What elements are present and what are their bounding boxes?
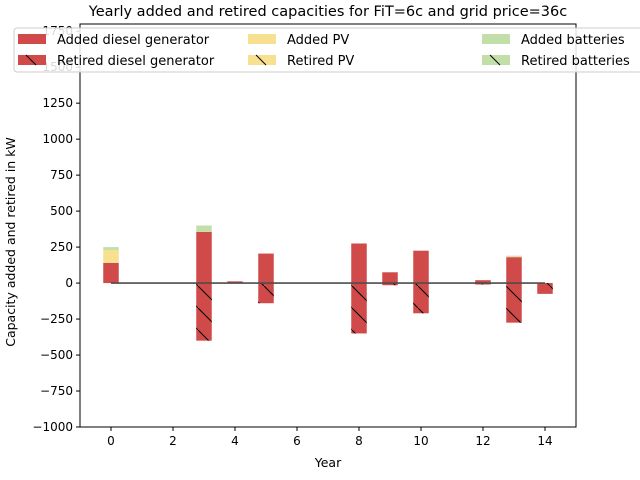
axes-group: 0 2 4 6 8 10 12 14 −1000 −750 −500 −250 0 250 500 750 10… <box>32 23 577 448</box>
x-tick-label-12: 12 <box>475 434 490 448</box>
hatch-retired-diesel-generator-year-3 <box>196 283 212 341</box>
bar-added-diesel-generator-year-8 <box>351 243 367 284</box>
legend-hatch-retired-diesel-generator <box>25 54 37 66</box>
legend-swatch-added-diesel-generator <box>18 34 46 44</box>
bar-added-diesel-generator-year-13 <box>506 257 522 284</box>
legend-label-retired-batteries: Retired batteries <box>521 54 630 69</box>
x-tick-label-14: 14 <box>537 434 552 448</box>
y-tick-label-750: 750 <box>50 168 73 182</box>
x-tick-label-6: 6 <box>293 434 301 448</box>
bar-added-batteries-year-3 <box>196 225 212 232</box>
plot-frame <box>79 23 577 428</box>
legend-label-added-diesel-generator: Added diesel generator <box>57 33 210 48</box>
hatch-retired-diesel-generator-year-14 <box>537 283 553 294</box>
y-tick-label-500: 500 <box>50 204 73 218</box>
y-tick-label--500: −500 <box>40 348 73 362</box>
x-axis-label: Year <box>314 455 342 470</box>
legend: Added diesel generator Added PV Added batt… <box>13 27 640 73</box>
bar-added-diesel-generator-year-0 <box>103 262 119 284</box>
bar-added-diesel-generator-year-3 <box>196 231 212 284</box>
bar-added-diesel-generator-year-9 <box>382 272 398 284</box>
y-tick-label-0: 0 <box>65 276 73 290</box>
x-tick-label-2: 2 <box>169 434 177 448</box>
bar-added-diesel-generator-year-12 <box>475 280 491 284</box>
hatch-retired-diesel-generator-year-10 <box>413 283 429 314</box>
hatch-retired-diesel-generator-year-5 <box>258 283 274 304</box>
legend-hatch-retired-batteries <box>489 54 501 66</box>
bar-added-diesel-generator-year-10 <box>413 250 429 284</box>
x-tick-label-4: 4 <box>231 434 239 448</box>
y-axis-label: Capacity added and retired in kW <box>3 137 18 347</box>
legend-swatch-added-pv <box>248 34 276 44</box>
x-tick-label-8: 8 <box>355 434 363 448</box>
legend-label-retired-pv: Retired PV <box>287 54 354 69</box>
legend-label-added-batteries: Added batteries <box>521 33 625 48</box>
y-tick-label-250: 250 <box>50 240 73 254</box>
legend-label-added-pv: Added PV <box>287 33 349 48</box>
bar-added-diesel-generator-year-5 <box>258 253 274 284</box>
legend-swatch-retired-batteries <box>482 55 510 65</box>
bar-added-diesel-generator-year-4 <box>227 281 243 284</box>
legend-label-retired-diesel-generator: Retired diesel generator <box>57 54 215 69</box>
legend-swatch-added-batteries <box>482 34 510 44</box>
legend-swatch-retired-pv <box>248 55 276 65</box>
y-tick-label--750: −750 <box>40 384 73 398</box>
hatch-retired-diesel-generator-year-13 <box>506 283 522 323</box>
y-tick-label-1250: 1250 <box>42 96 73 110</box>
bar-added-pv-year-13 <box>506 256 522 258</box>
legend-swatch-retired-diesel-generator <box>18 55 46 65</box>
bar-added-pv-year-0 <box>103 249 119 263</box>
y-tick-label-1000: 1000 <box>42 132 73 146</box>
y-tick-label--1000: −1000 <box>32 420 73 434</box>
bars-group <box>103 225 553 341</box>
y-tick-label--250: −250 <box>40 312 73 326</box>
hatch-retired-diesel-generator-year-8 <box>351 283 367 334</box>
bar-added-batteries-year-0 <box>103 247 119 250</box>
bar-added-batteries-year-13 <box>506 255 522 257</box>
hatch-retired-diesel-generator-year-9 <box>382 283 398 286</box>
chart-title: Yearly added and retired capacities for … <box>88 4 567 20</box>
x-tick-label-0: 0 <box>107 434 115 448</box>
legend-hatch-retired-pv <box>255 54 267 66</box>
x-tick-label-10: 10 <box>413 434 428 448</box>
